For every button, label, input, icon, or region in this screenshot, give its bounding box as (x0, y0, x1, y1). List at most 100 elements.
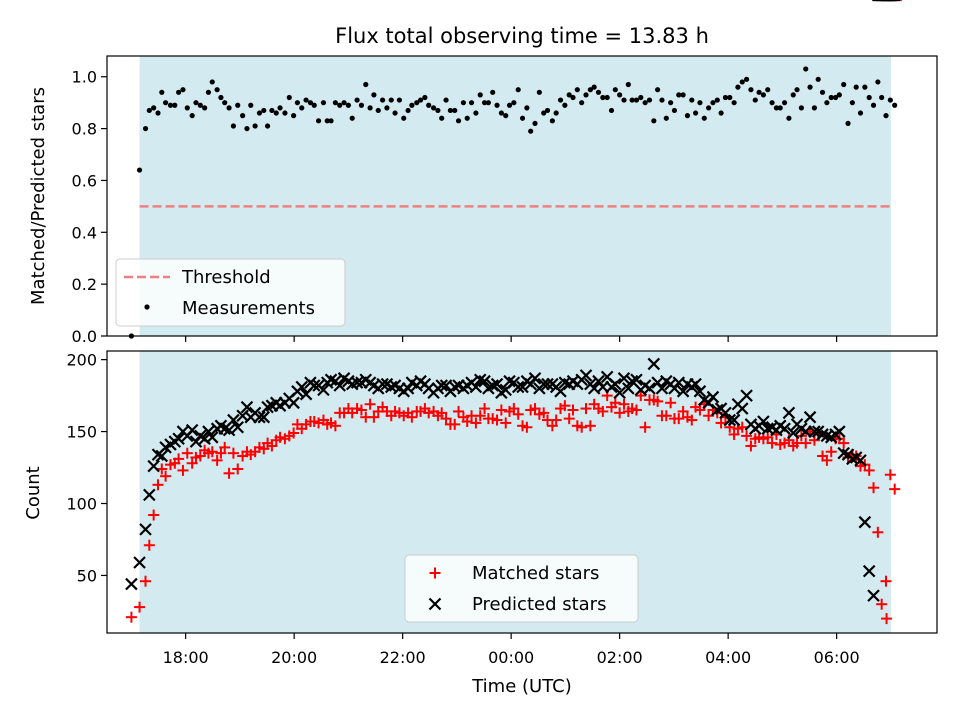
predicted-star-marker-b (227, 413, 240, 427)
measurement-point (452, 107, 458, 114)
predicted-star-marker (139, 523, 152, 536)
matched-star-marker (665, 397, 677, 409)
measurement-point (422, 94, 428, 101)
measurement-point (511, 100, 517, 106)
predicted-star-marker-b (240, 400, 254, 414)
measurement-point (689, 97, 695, 103)
measurement-point (506, 102, 513, 108)
measurement-point (574, 87, 580, 93)
y-tick-label: 150 (66, 423, 97, 442)
predicted-star-marker-b (401, 382, 415, 395)
predicted-star-marker-b (172, 432, 185, 446)
measurement-point (807, 84, 813, 90)
predicted-star-marker-b (647, 357, 661, 371)
measurement-point (701, 115, 707, 121)
measurement-point (392, 110, 398, 116)
matched-star-marker (266, 440, 278, 452)
matched-star-marker (868, 482, 880, 494)
predicted-star-marker (307, 379, 321, 392)
matched-star-marker (177, 464, 189, 476)
measurement-point (455, 118, 462, 124)
measurement-point (819, 89, 826, 95)
measurement-point (286, 94, 292, 101)
predicted-star-marker-b (307, 379, 321, 392)
measurement-point (291, 113, 297, 119)
matched-star-marker (453, 405, 465, 417)
measurement-point (197, 102, 203, 108)
predicted-star-marker (172, 432, 185, 446)
predicted-star-marker (240, 400, 254, 414)
measurement-point (731, 100, 737, 106)
measurement-point (345, 102, 352, 108)
predicted-star-marker (350, 376, 364, 389)
measurement-point (417, 97, 424, 103)
predicted-star-marker-b (143, 488, 156, 502)
measurement-point (315, 118, 322, 124)
predicted-star-marker-b (723, 413, 737, 427)
predicted-star-marker (205, 431, 219, 444)
predicted-star-marker-b (287, 396, 300, 410)
measurement-point (760, 92, 767, 98)
measurement-point (765, 87, 771, 93)
measurement-point (303, 97, 309, 103)
measurement-point (151, 105, 157, 111)
measurement-point (617, 92, 623, 98)
bottom-y-axis-label: Count (23, 466, 44, 519)
measurement-point (790, 92, 796, 98)
bottom-axes: 50 100 150 200 18:00 20:00 22:00 00:00 02:00 04:… (23, 0, 938, 697)
predicted-star-marker-b (205, 431, 219, 444)
predicted-star-marker (147, 459, 160, 473)
measurement-point (883, 113, 889, 119)
measurement-point (836, 92, 842, 98)
measurement-point (384, 105, 390, 111)
predicted-star-marker (630, 373, 643, 387)
measurement-point (841, 81, 847, 88)
matched-star-marker (134, 601, 146, 613)
matched-star-marker (436, 407, 448, 419)
predicted-star-marker (202, 425, 215, 438)
matched-star-marker (474, 410, 486, 422)
measurement-point (477, 92, 483, 98)
matched-star-marker (529, 403, 541, 415)
matched-star-marker (736, 421, 748, 433)
matched-star-marker (160, 470, 172, 482)
measurement-point (180, 87, 186, 93)
predicted-star-marker (287, 396, 300, 410)
measurement-point (777, 105, 783, 111)
matched-star-marker (609, 397, 621, 409)
predicted-star-marker-b (198, 432, 211, 446)
measurement-point (853, 84, 859, 90)
measurement-point (642, 100, 648, 106)
predicted-star-marker (727, 413, 741, 427)
y-tick-label: 1.0 (72, 68, 97, 87)
predicted-star-marker-b (676, 385, 690, 398)
measurement-point (663, 115, 669, 121)
chart-title: Flux total observing time = 13.83 h (335, 24, 709, 48)
predicted-star-marker-b (511, 380, 525, 394)
predicted-star-marker (778, 422, 791, 435)
measurement-point (401, 115, 407, 121)
predicted-star-marker (579, 369, 593, 382)
measurement-point (248, 102, 254, 108)
measurement-point (214, 87, 220, 93)
measurement-point (443, 97, 449, 103)
predicted-star-marker (185, 423, 199, 437)
measurement-point (155, 110, 161, 116)
measurement-point (252, 123, 258, 129)
predicted-star-marker-b (862, 564, 876, 578)
legend-measurements-label: Measurements (182, 298, 315, 319)
predicted-star-marker-b (706, 390, 720, 404)
measurement-point (485, 100, 491, 106)
legend-threshold-label: Threshold (181, 267, 271, 288)
predicted-star-marker-b (469, 380, 483, 394)
measurement-point (159, 89, 165, 95)
matched-star-marker (508, 403, 520, 415)
matched-star-marker (546, 420, 558, 432)
measurement-point (277, 105, 283, 111)
measurement-point (332, 100, 338, 106)
measurement-point (697, 100, 703, 106)
predicted-star-marker-b (816, 428, 829, 441)
measurement-point (205, 89, 212, 95)
measurement-point (324, 118, 330, 124)
measurement-point (604, 94, 610, 101)
